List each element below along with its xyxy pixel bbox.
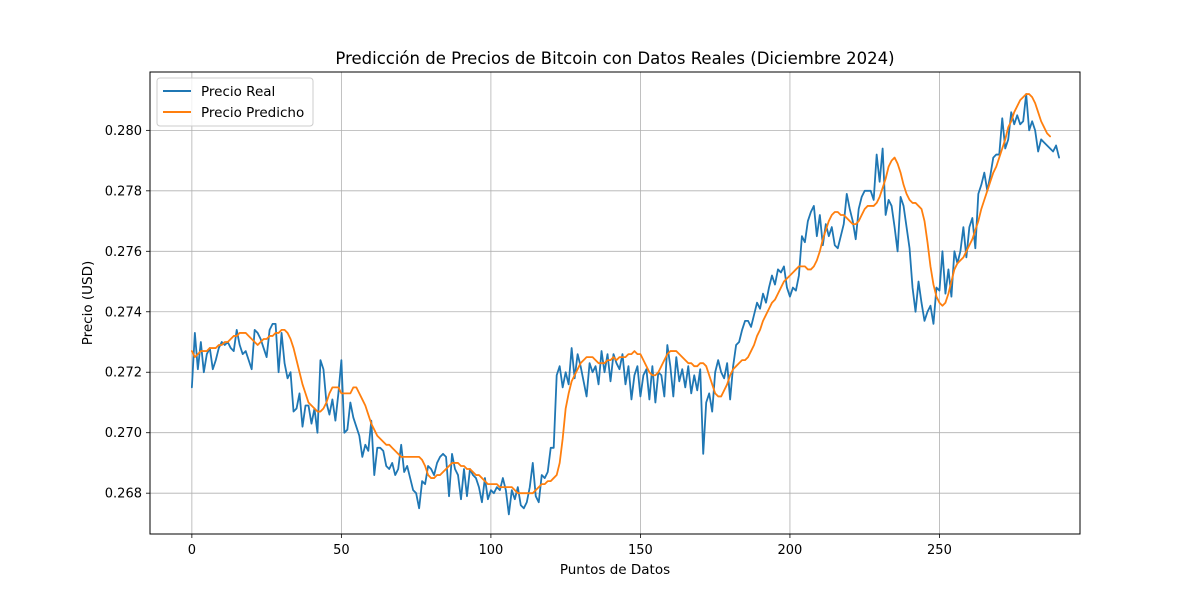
- y-axis: 0.268 0.270 0.272 0.274 0.276 0.278 0.280: [105, 124, 150, 502]
- grid: [150, 72, 1080, 534]
- series-line-precio-predicho: [190, 93, 1051, 495]
- x-tick-label: 0: [188, 543, 196, 558]
- y-tick-label: 0.280: [105, 124, 142, 139]
- y-tick-label: 0.276: [105, 245, 142, 260]
- legend-label-precio-predicho: Precio Predicho: [201, 105, 304, 121]
- x-tick-label: 50: [333, 543, 350, 558]
- legend-label-precio-real: Precio Real: [201, 84, 275, 100]
- x-axis: 0 50 100 150 200 250: [188, 534, 952, 558]
- y-tick-label: 0.268: [105, 487, 142, 502]
- x-tick-label: 100: [478, 543, 503, 558]
- plot-series: [190, 93, 1060, 516]
- x-tick-label: 250: [927, 543, 952, 558]
- y-tick-label: 0.272: [105, 366, 142, 381]
- y-axis-label: Precio (USD): [80, 261, 96, 346]
- y-tick-label: 0.278: [105, 184, 142, 199]
- legend: Precio Real Precio Predicho: [156, 77, 314, 127]
- plot-frame: [149, 71, 1081, 535]
- legend-box: [156, 77, 314, 127]
- x-tick-label: 200: [778, 543, 803, 558]
- x-tick-label: 150: [628, 543, 653, 558]
- y-tick-label: 0.274: [105, 305, 142, 320]
- chart-title: Predicción de Precios de Bitcoin con Dat…: [335, 49, 894, 68]
- x-axis-label: Puntos de Datos: [560, 562, 670, 578]
- series-line-precio-real: [190, 93, 1060, 516]
- y-tick-label: 0.270: [105, 426, 142, 441]
